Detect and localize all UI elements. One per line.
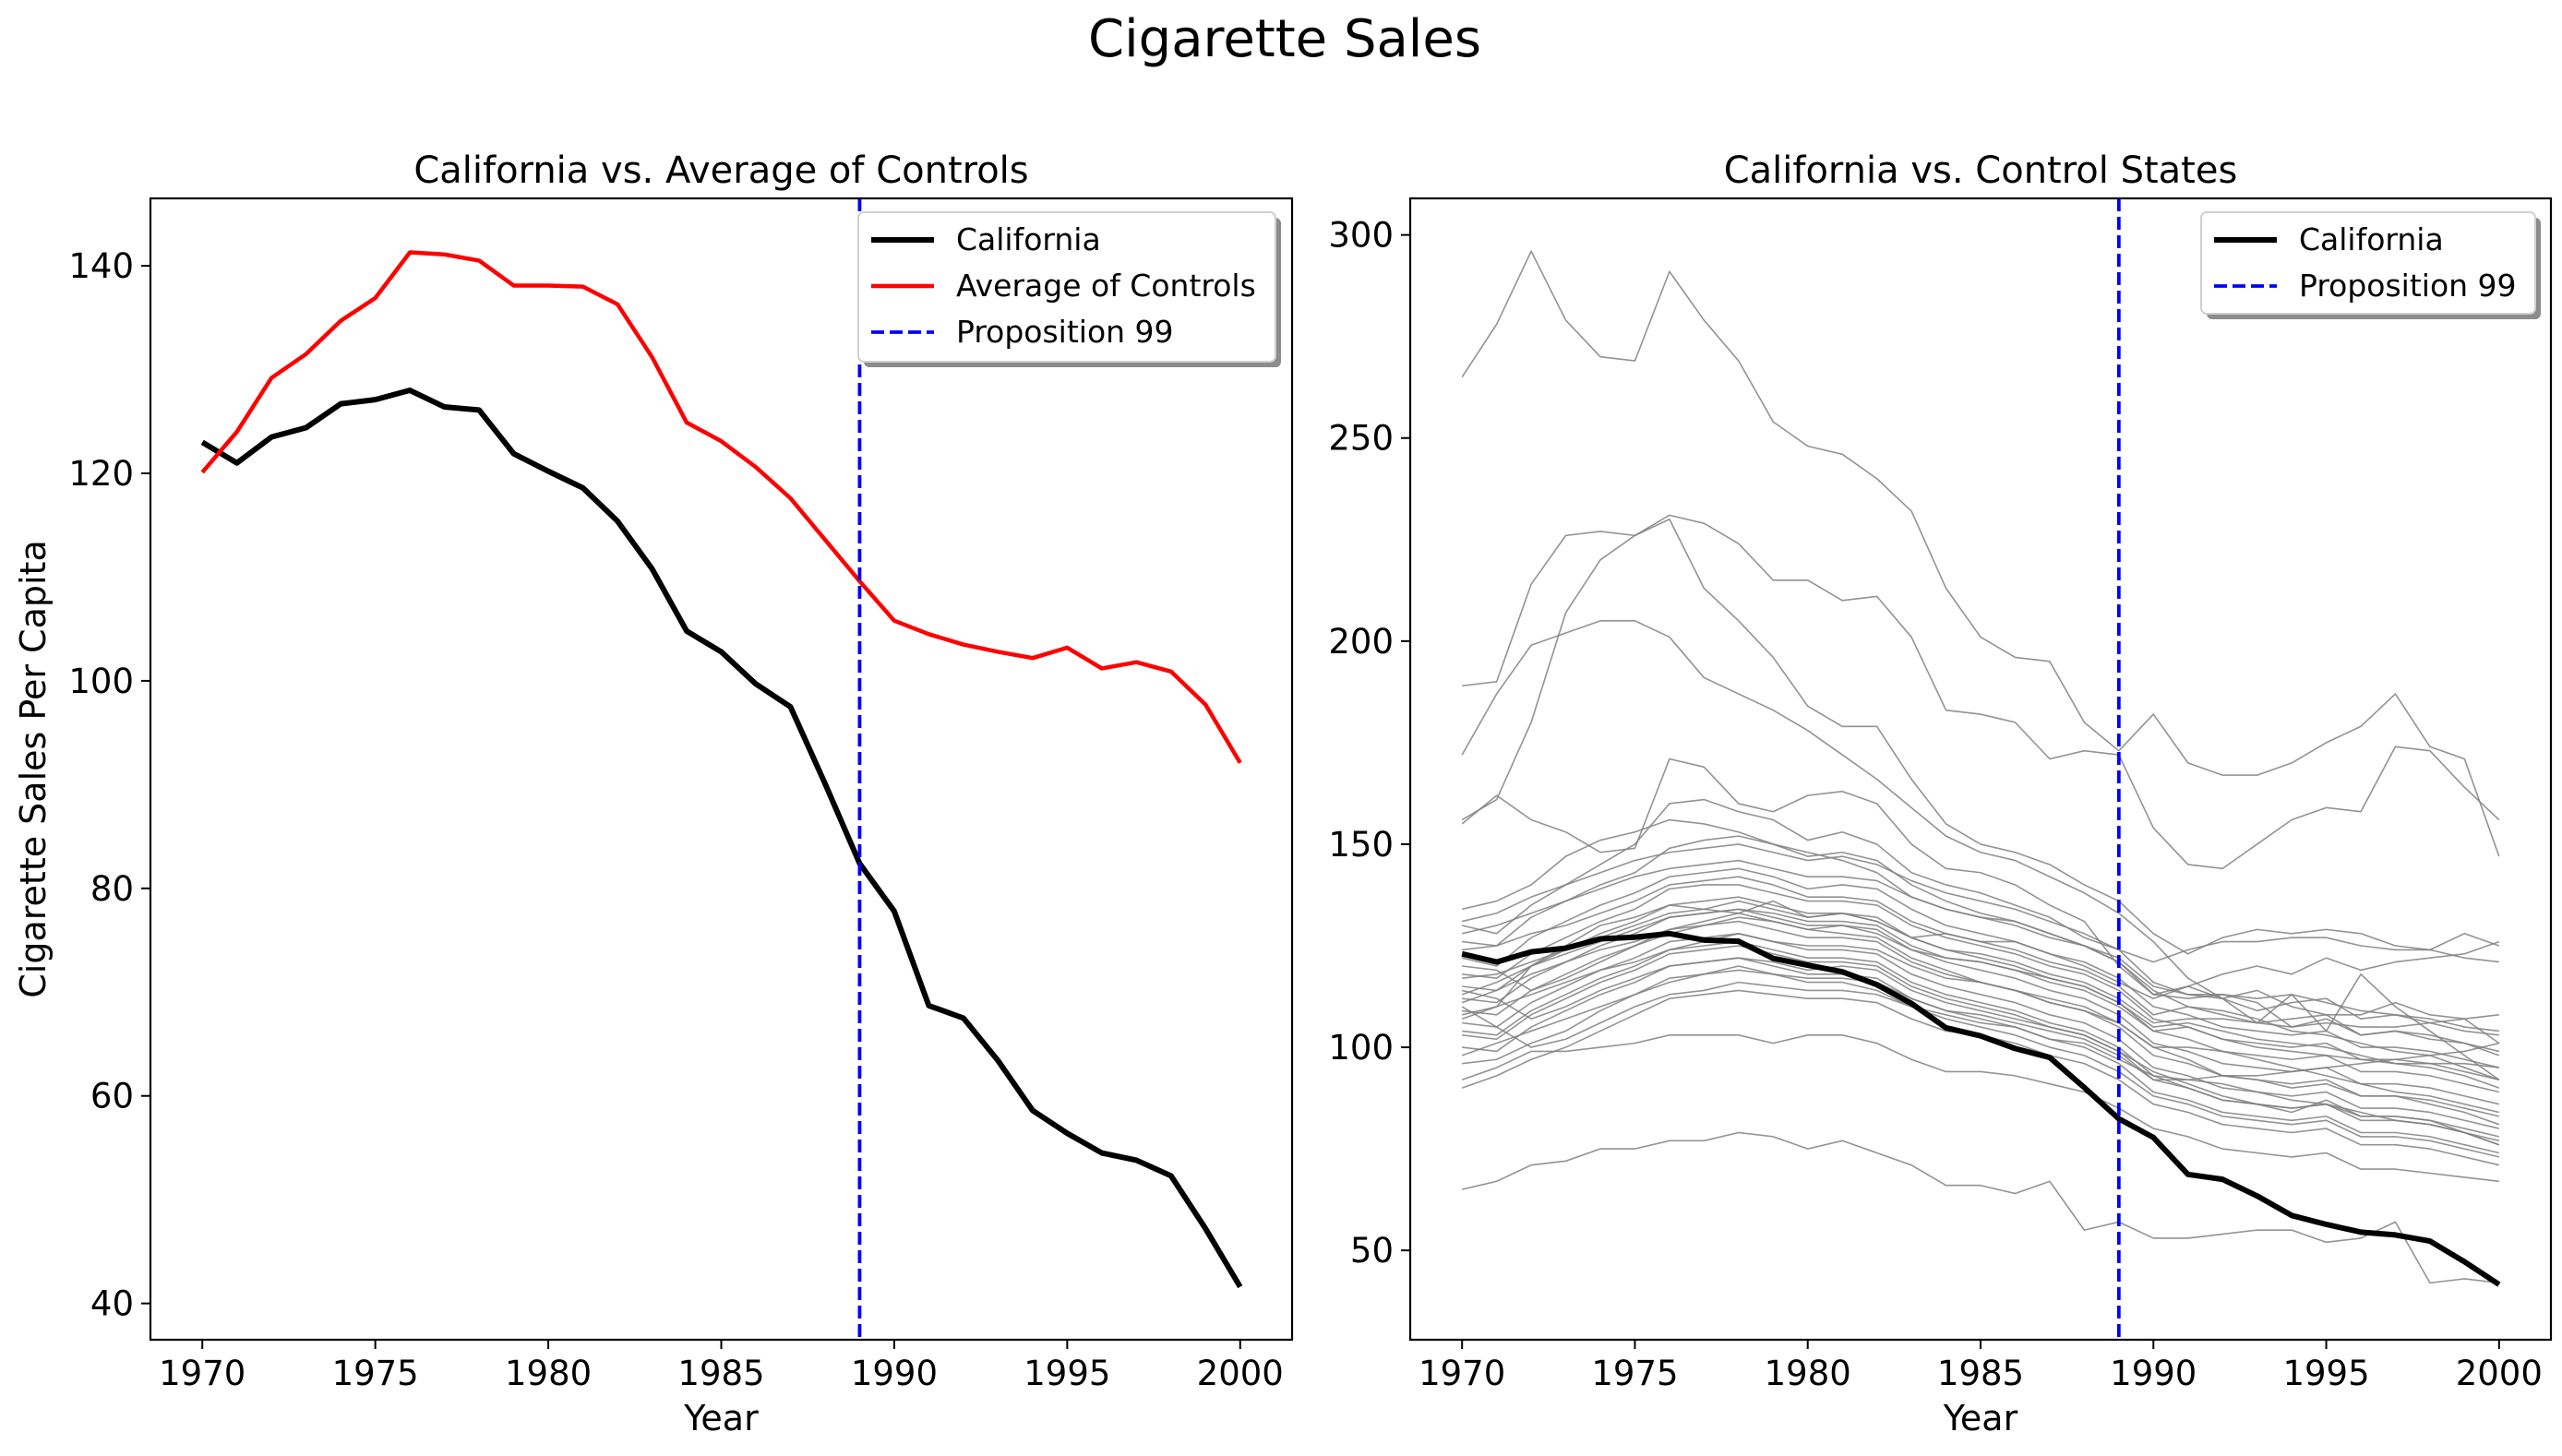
x-tick-label: 2000 [2456,1354,2543,1393]
legend-label: Average of Controls [956,268,1256,304]
y-tick-label: 80 [90,869,134,909]
left-chart-panel: California vs. Average of Controls 1970 19… [13,149,1294,1438]
legend-label: California [956,221,1101,257]
control-state-line [1462,514,2500,870]
plot-area [1461,198,2501,1340]
x-tick-label: 1970 [159,1354,245,1393]
series-line-california [1461,930,2501,1287]
legend-item: Proposition 99 [871,314,1174,350]
y-tick-label: 300 [1328,216,1394,256]
x-tick-label: 2000 [1197,1354,1284,1393]
x-tick-label: 1980 [505,1354,592,1393]
x-axis-label: Year [1943,1398,2018,1438]
control-state-line [1461,957,2500,1146]
x-tick-label: 1970 [1419,1354,1505,1393]
plot-area [200,198,1243,1340]
control-state-line [1462,884,2500,1081]
control-state-line [1461,859,2500,1080]
control-state-line [1461,908,2499,1068]
control-state-line [1461,758,2500,1056]
legend-label: California [2299,221,2444,257]
control-state-line [1461,932,2500,1114]
series-line-california [200,388,1243,1289]
x-tick-label: 1985 [677,1354,764,1393]
control-state-line [1462,900,2499,1028]
x-tick-label: 1990 [851,1354,938,1393]
y-tick-label: 140 [68,246,134,286]
control-state-line [1461,798,2499,1032]
control-state-line [1461,843,2499,963]
control-state-line [1461,250,2500,857]
legend-item: Average of Controls [871,268,1256,304]
legend-item: Proposition 99 [2214,268,2517,304]
subplot-title: California vs. Average of Controls [413,149,1028,192]
control-state-line [1461,1131,2499,1284]
x-tick-label: 1975 [1591,1354,1678,1393]
legend: California Proposition 99 [2200,211,2541,319]
y-tick-label: 150 [1328,825,1394,865]
y-tick-label: 200 [1328,622,1394,662]
y-axis-label: Cigarette Sales Per Capita [13,540,54,997]
y-tick-label: 120 [68,454,134,494]
x-tick-label: 1995 [1024,1354,1110,1393]
control-state-line [1461,989,2500,1166]
x-axis-label: Year [683,1398,759,1438]
legend: California Average of Controls Proposition… [857,211,1281,367]
y-tick-label: 100 [1328,1028,1394,1068]
axes-frame [149,197,1294,1342]
figure-title: Cigarette Sales [1088,9,1481,69]
x-tick-label: 1975 [332,1354,419,1393]
right-chart-panel: California vs. Control States 1970 1975 198… [1328,149,2553,1438]
control-state-line [1462,876,2500,1081]
series-line-average-of-controls [200,250,1242,764]
x-tick-label: 1995 [2282,1354,2369,1393]
legend-item: California [2214,221,2444,257]
control-state-line [1461,1034,2499,1183]
control-state-line [1462,945,2500,1142]
control-state-line [1462,957,2500,1154]
legend-label: Proposition 99 [2299,268,2517,304]
control-state-line [1461,518,2500,955]
x-tick-label: 1985 [1937,1354,2024,1393]
y-tick-label: 100 [68,662,134,701]
control-state-line [1462,932,2500,1129]
control-state-line [1462,916,2500,1126]
x-tick-label: 1990 [2110,1354,2197,1393]
control-state-line [1461,965,2500,1146]
control-state-line [1462,940,2500,1081]
y-tick-label: 40 [90,1284,134,1324]
control-state-line [1462,835,2500,1053]
control-state-line [1461,620,2500,1044]
control-state-line [1461,981,2500,1138]
legend-label: Proposition 99 [956,314,1174,350]
y-tick-label: 250 [1328,419,1394,459]
x-tick-label: 1980 [1765,1354,1851,1393]
y-tick-label: 60 [90,1077,134,1116]
legend-item: California [871,221,1101,257]
subplot-title: California vs. Control States [1724,149,2238,192]
y-tick-label: 50 [1350,1231,1394,1271]
